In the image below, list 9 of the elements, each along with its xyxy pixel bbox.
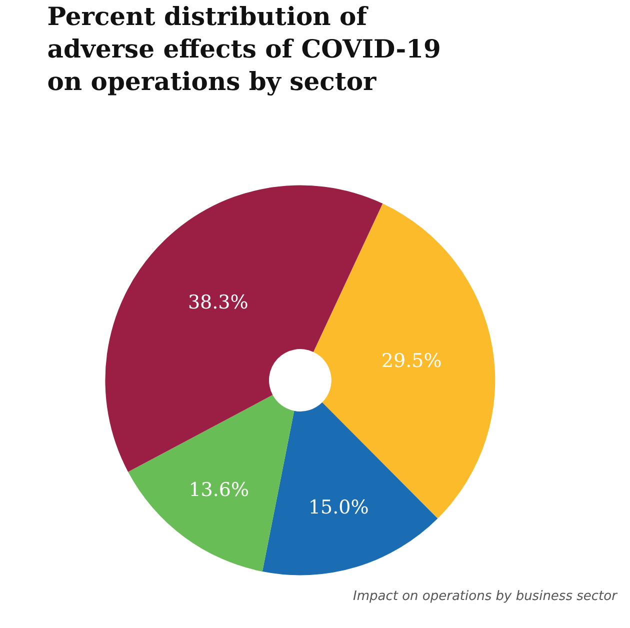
donut-slice — [105, 186, 383, 472]
data-label: 15.0% — [308, 496, 369, 518]
donut-slice — [262, 402, 438, 576]
data-label: 13.6% — [188, 478, 250, 501]
chart-title: Percent distribution of adverse effects of COVID-19 on operations by sector — [47, 2, 441, 96]
data-label: 29.5% — [381, 350, 442, 372]
text: Impact on operations by business sector — [353, 589, 619, 604]
donut-slice — [128, 394, 294, 572]
data-label: 38.3% — [188, 291, 248, 314]
